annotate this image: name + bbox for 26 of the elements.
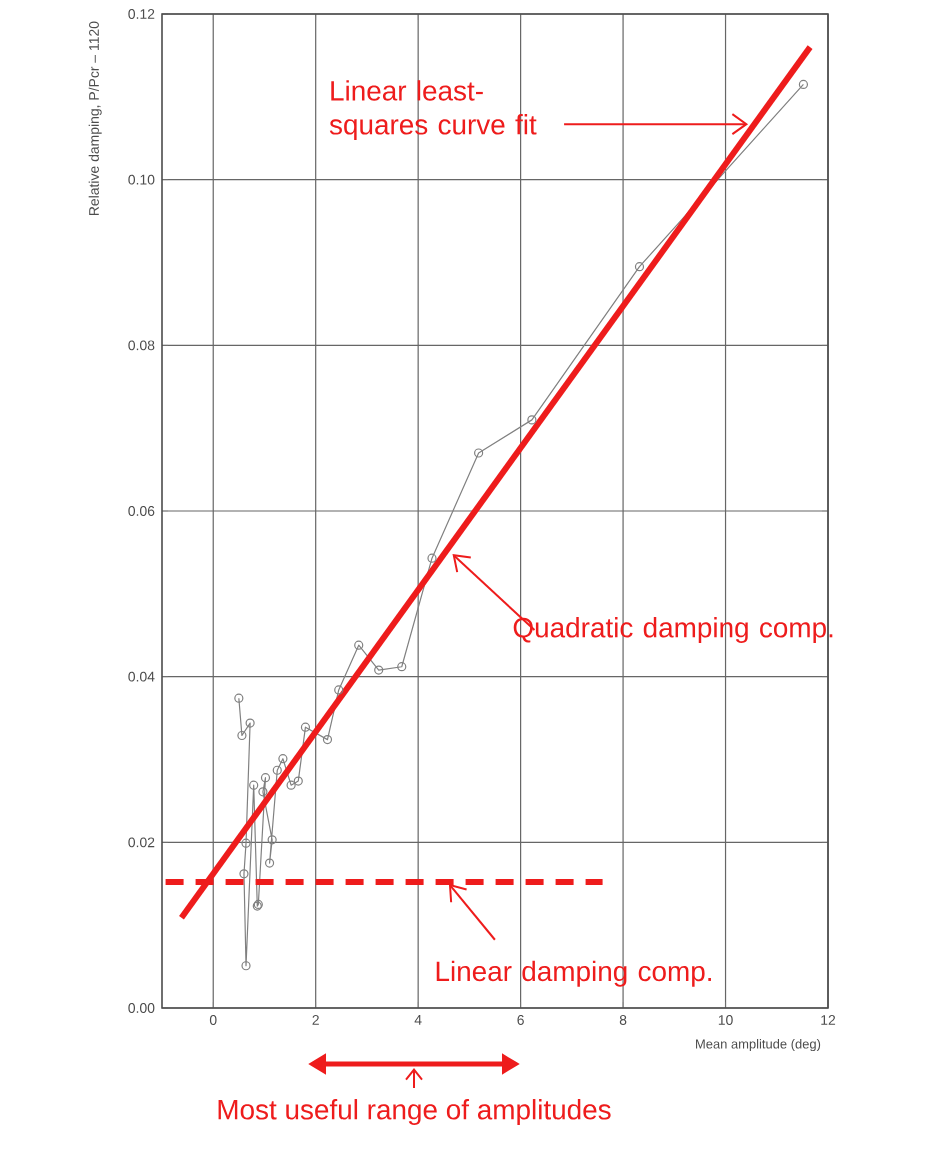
point	[474, 448, 484, 458]
point	[300, 722, 311, 732]
point	[237, 730, 247, 741]
point	[258, 787, 268, 797]
point	[245, 718, 255, 728]
point	[278, 754, 288, 764]
point	[374, 665, 384, 675]
point	[260, 773, 271, 783]
point	[634, 262, 645, 272]
point	[354, 640, 364, 650]
point	[239, 869, 249, 879]
point	[272, 765, 282, 775]
point	[397, 662, 407, 672]
point	[334, 685, 344, 695]
text: Most useful range of amplitudes	[218, 1099, 611, 1126]
point	[527, 415, 537, 425]
point	[267, 835, 277, 845]
point	[241, 838, 251, 848]
point	[264, 858, 275, 868]
point	[241, 961, 251, 971]
point	[249, 780, 259, 790]
point	[293, 776, 303, 786]
point	[286, 780, 296, 790]
point	[322, 735, 333, 745]
point	[427, 553, 437, 563]
annotation: Linear damping comp.	[436, 960, 711, 987]
